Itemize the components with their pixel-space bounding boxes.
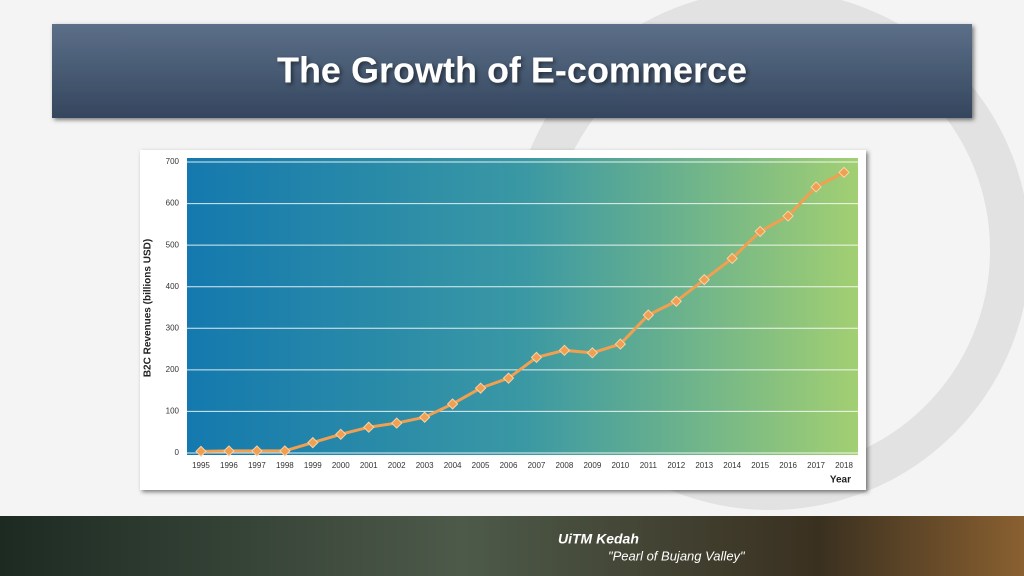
x-tick-label: 1999 — [304, 461, 322, 470]
x-tick-label: 2012 — [667, 461, 685, 470]
marker — [335, 428, 347, 441]
title: The Growth of E-commerce — [277, 50, 747, 91]
x-tick-label: 2014 — [723, 461, 741, 470]
x-tick-label: 2009 — [583, 461, 601, 470]
marker — [307, 436, 319, 449]
y-tick-label: 600 — [166, 199, 180, 208]
y-tick-label: 400 — [166, 282, 180, 291]
marker — [223, 445, 235, 457]
marker — [195, 445, 207, 458]
x-tick-label: 2015 — [751, 461, 769, 470]
x-tick-label: 2001 — [360, 461, 378, 470]
title-bar — [52, 24, 972, 118]
marker — [418, 411, 431, 423]
y-tick-label: 100 — [166, 407, 180, 416]
x-tick-label: 2005 — [472, 461, 490, 470]
marker — [279, 445, 291, 457]
marker — [726, 252, 738, 265]
marker — [251, 445, 263, 457]
marker — [390, 417, 403, 429]
y-tick-label: 700 — [166, 157, 180, 166]
x-tick-label: 2010 — [611, 461, 629, 470]
marker — [754, 225, 766, 238]
marker — [586, 347, 599, 359]
y-tick-label: 200 — [166, 365, 180, 374]
y-tick-label: 0 — [175, 448, 180, 457]
x-tick-label: 2018 — [835, 461, 853, 470]
x-tick-label: 2003 — [416, 461, 434, 470]
x-tick-label: 1995 — [192, 461, 210, 470]
x-tick-label: 2002 — [388, 461, 406, 470]
marker — [670, 295, 682, 307]
marker — [363, 421, 375, 433]
y-axis-label: B2C Revenues (billions USD) — [143, 239, 154, 377]
marker — [642, 309, 655, 321]
x-tick-label: 2008 — [556, 461, 574, 470]
marker — [558, 344, 571, 357]
marker — [698, 273, 710, 286]
marker — [502, 372, 515, 384]
x-tick-label: 2004 — [444, 461, 462, 470]
y-tick-label: 300 — [166, 323, 180, 332]
x-tick-label: 2000 — [332, 461, 350, 470]
marker — [782, 210, 794, 222]
x-tick-label: 2017 — [807, 461, 825, 470]
marker — [614, 338, 627, 350]
x-tick-label: 1998 — [276, 461, 294, 470]
footer-banner — [0, 516, 1024, 576]
marker — [530, 351, 543, 364]
marker — [446, 398, 459, 410]
footer-tagline: "Pearl of Bujang Valley" — [608, 548, 746, 563]
footer-name: UiTM Kedah — [558, 531, 639, 547]
x-tick-label: 2013 — [695, 461, 713, 470]
line — [200, 171, 845, 453]
x-tick-label: 2011 — [640, 461, 658, 470]
x-tick-label: 2006 — [500, 461, 518, 470]
marker — [838, 166, 850, 179]
x-tick-label: 2016 — [779, 461, 797, 470]
x-tick-label: 1996 — [220, 461, 238, 470]
x-tick-label: 1997 — [248, 461, 266, 470]
x-axis-label: Year — [830, 475, 851, 486]
marker — [474, 382, 487, 394]
plot-area — [187, 158, 858, 455]
y-tick-label: 500 — [166, 240, 180, 249]
chart-layer: 0 100 200 300 400 500 600 700 1995 1996 1997 1998 19… — [166, 157, 858, 470]
marker — [810, 181, 822, 193]
x-tick-label: 2007 — [528, 461, 546, 470]
